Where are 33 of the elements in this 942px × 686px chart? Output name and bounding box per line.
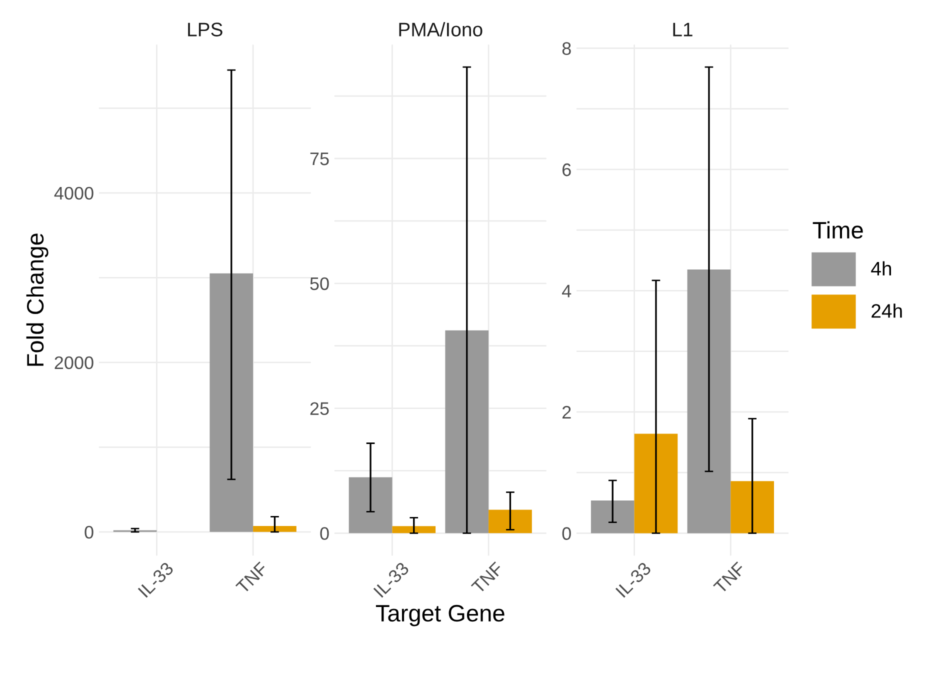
y-tick-label: 6 <box>562 163 571 176</box>
bar <box>687 270 731 534</box>
x-tick-label: TNF <box>713 562 746 594</box>
chart-title: L1 <box>673 22 692 36</box>
y-tick-label: 4000 <box>54 186 94 200</box>
chart-title: PMA/Iono <box>399 22 482 36</box>
bar <box>445 330 489 534</box>
y-tick-label: 75 <box>310 152 329 166</box>
y-tick-label: 0 <box>562 527 571 540</box>
bar <box>253 526 296 532</box>
x-tick-label: TNF <box>470 562 504 594</box>
y-tick-label: 2 <box>562 406 571 419</box>
bar <box>348 477 392 534</box>
y-tick-label: 4 <box>562 284 572 298</box>
legend-label: 24h <box>872 304 902 318</box>
y-tick-label: 25 <box>310 402 329 416</box>
bar <box>590 500 634 534</box>
legend-label: 4h <box>871 261 892 276</box>
y-tick-label: 8 <box>562 42 571 55</box>
bar <box>730 481 774 534</box>
bar <box>634 434 678 534</box>
bar <box>210 273 254 532</box>
legend-title: Time <box>812 221 863 239</box>
bar <box>392 526 436 534</box>
y-tick-label: 0 <box>320 527 329 540</box>
y-axis-title: Fold Change <box>26 234 48 366</box>
x-tick-label: TNF <box>235 562 268 594</box>
y-tick-label: 50 <box>310 277 329 290</box>
x-axis-title: Target Gene <box>376 604 504 626</box>
chart-title: LPS <box>188 22 222 36</box>
bar <box>488 510 532 534</box>
y-tick-label: 0 <box>84 526 94 539</box>
y-tick-label: 2000 <box>54 356 94 370</box>
